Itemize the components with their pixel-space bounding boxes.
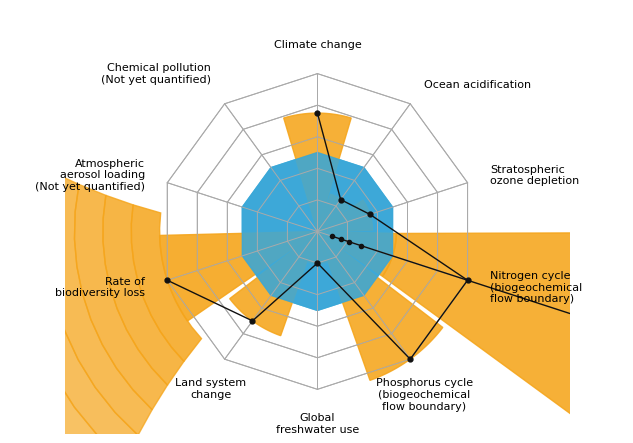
Text: Phosphorus cycle
(biogeochemical
flow boundary): Phosphorus cycle (biogeochemical flow bo… [375, 378, 473, 412]
Text: Stratospheric
ozone depletion: Stratospheric ozone depletion [490, 165, 579, 186]
Polygon shape [0, 25, 75, 443]
Polygon shape [0, 0, 87, 443]
Text: Global
freshwater use: Global freshwater use [276, 413, 359, 435]
Polygon shape [0, 0, 80, 443]
Text: Ocean acidification: Ocean acidification [424, 80, 531, 89]
Polygon shape [75, 184, 168, 410]
Polygon shape [0, 48, 80, 443]
Polygon shape [0, 70, 86, 443]
Polygon shape [131, 205, 201, 361]
Polygon shape [0, 0, 130, 443]
Polygon shape [46, 172, 152, 435]
Polygon shape [230, 232, 317, 336]
Polygon shape [242, 152, 392, 311]
Polygon shape [0, 0, 96, 443]
Text: Chemical pollution
(Not yet quantified): Chemical pollution (Not yet quantified) [101, 63, 211, 85]
Polygon shape [160, 232, 317, 321]
Polygon shape [382, 232, 633, 443]
Polygon shape [317, 194, 349, 232]
Polygon shape [0, 127, 113, 443]
Polygon shape [308, 232, 327, 263]
Polygon shape [0, 0, 69, 443]
Text: Rate of
biodiversity loss: Rate of biodiversity loss [55, 277, 145, 299]
Text: Land system
change: Land system change [175, 378, 246, 400]
Polygon shape [0, 0, 116, 443]
Polygon shape [284, 113, 351, 232]
Polygon shape [0, 1, 71, 443]
Polygon shape [0, 0, 105, 443]
Polygon shape [317, 232, 442, 381]
Polygon shape [103, 195, 184, 385]
Text: Atmospheric
aerosol loading
(Not yet quantified): Atmospheric aerosol loading (Not yet qua… [35, 159, 145, 192]
Polygon shape [317, 200, 373, 232]
Polygon shape [0, 0, 75, 443]
Polygon shape [0, 109, 103, 443]
Polygon shape [18, 159, 138, 443]
Text: Nitrogen cycle
(biogeochemical
flow boundary): Nitrogen cycle (biogeochemical flow boun… [490, 271, 582, 304]
Polygon shape [0, 0, 144, 443]
Text: Climate change: Climate change [273, 40, 361, 50]
Polygon shape [0, 90, 94, 443]
Polygon shape [0, 0, 69, 443]
Polygon shape [317, 232, 396, 276]
Polygon shape [0, 0, 72, 443]
Polygon shape [0, 143, 125, 443]
Polygon shape [242, 152, 392, 311]
